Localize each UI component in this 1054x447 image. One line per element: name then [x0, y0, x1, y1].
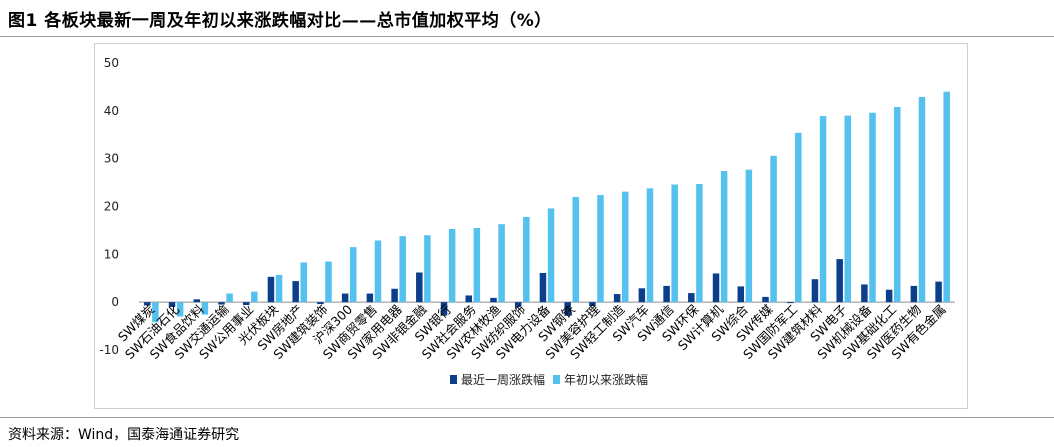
ytd-bar [597, 195, 604, 303]
ytd-bar [646, 188, 654, 303]
weekly-bar [539, 272, 547, 303]
ytd-bar [152, 302, 159, 323]
ytd-bar [621, 191, 629, 303]
weekly-bar [292, 281, 299, 303]
ytd-bar [300, 262, 308, 303]
weekly-bar [193, 299, 201, 303]
legend-label: 最近一周涨跌幅 [461, 372, 545, 387]
weekly-bar [242, 302, 250, 306]
y-tick-label: 0 [111, 295, 119, 309]
weekly-bar [589, 302, 596, 306]
y-tick-label: 50 [104, 56, 119, 70]
ytd-bar [399, 236, 406, 303]
weekly-bar [317, 302, 324, 305]
ytd-bar [696, 184, 703, 303]
weekly-bar [218, 302, 225, 305]
ytd-bar [523, 217, 530, 303]
weekly-bar [391, 288, 398, 303]
ytd-bar [349, 247, 357, 303]
ytd-bar [770, 155, 777, 303]
ytd-bar [325, 261, 332, 303]
weekly-bar [440, 302, 448, 316]
bottom-rule [0, 417, 1054, 418]
ytd-bar [176, 302, 184, 317]
y-tick-label: -10 [99, 343, 119, 357]
weekly-bar [737, 286, 745, 303]
ytd-bar [448, 228, 456, 303]
source-note: 资料来源：Wind，国泰海通证券研究 [8, 427, 240, 443]
y-tick-label: 30 [104, 152, 119, 166]
legend-swatch-ytd [553, 375, 560, 384]
ytd-bar [251, 291, 258, 303]
weekly-bar [267, 276, 275, 303]
weekly-bar [416, 272, 423, 303]
y-tick-label: 20 [104, 200, 119, 214]
ytd-bar [275, 274, 283, 303]
top-rule [0, 36, 1054, 37]
weekly-bar [762, 296, 769, 303]
ytd-bar [869, 112, 876, 303]
ytd-bar [572, 196, 580, 303]
ytd-bar [226, 293, 233, 303]
y-tick-label: 10 [104, 247, 119, 261]
weekly-bar [910, 285, 918, 303]
ytd-bar [918, 96, 926, 303]
weekly-bar [688, 293, 695, 303]
weekly-bar [490, 297, 497, 303]
weekly-bar [712, 273, 720, 303]
weekly-bar [514, 302, 522, 307]
weekly-bar [564, 302, 571, 316]
weekly-bar [366, 293, 374, 303]
ytd-bar [671, 184, 678, 303]
ytd-bar [547, 208, 555, 303]
figure-header: 图1 各板块最新一周及年初以来涨跌幅对比——总市值加权平均（%） [0, 0, 1054, 36]
legend-swatch-weekly [450, 375, 457, 384]
weekly-bar [144, 302, 151, 306]
ytd-bar [720, 171, 728, 303]
ytd-bar [745, 169, 753, 303]
chart-frame: -10 0 10 20 30 40 50 SW煤炭 SW石油石化 SW食品饮料 SW交通运输 SW公用… [94, 43, 968, 409]
weekly-bar [811, 279, 819, 303]
bar-chart: -1001020304050SW煤炭SW石油石化SW食品饮料SW交通运输SW公用… [99, 56, 955, 387]
y-tick-label: 40 [104, 104, 119, 118]
weekly-bar [861, 284, 868, 303]
figure-title: 图1 各板块最新一周及年初以来涨跌幅对比——总市值加权平均（%） [8, 11, 552, 31]
legend-label: 年初以来涨跌幅 [564, 372, 648, 387]
ytd-bar [943, 91, 950, 303]
ytd-bar [424, 235, 431, 303]
weekly-bar [786, 302, 794, 304]
legend: 最近一周涨跌幅 年初以来涨跌幅 [450, 372, 648, 387]
ytd-bar [498, 224, 505, 303]
weekly-bar [465, 295, 473, 303]
ytd-bar [374, 240, 382, 303]
weekly-bar [341, 293, 349, 303]
ytd-bar [844, 115, 852, 303]
weekly-bar [836, 259, 843, 303]
weekly-bar [663, 285, 670, 303]
ytd-bar [473, 228, 481, 303]
ytd-bar [893, 107, 901, 303]
ytd-bar [795, 132, 802, 303]
weekly-bar [885, 289, 893, 303]
weekly-bar [613, 294, 621, 303]
ytd-bar [819, 116, 827, 303]
weekly-bar [935, 281, 942, 303]
weekly-bar [168, 302, 176, 307]
weekly-bar [638, 288, 646, 303]
ytd-bar [201, 302, 209, 315]
